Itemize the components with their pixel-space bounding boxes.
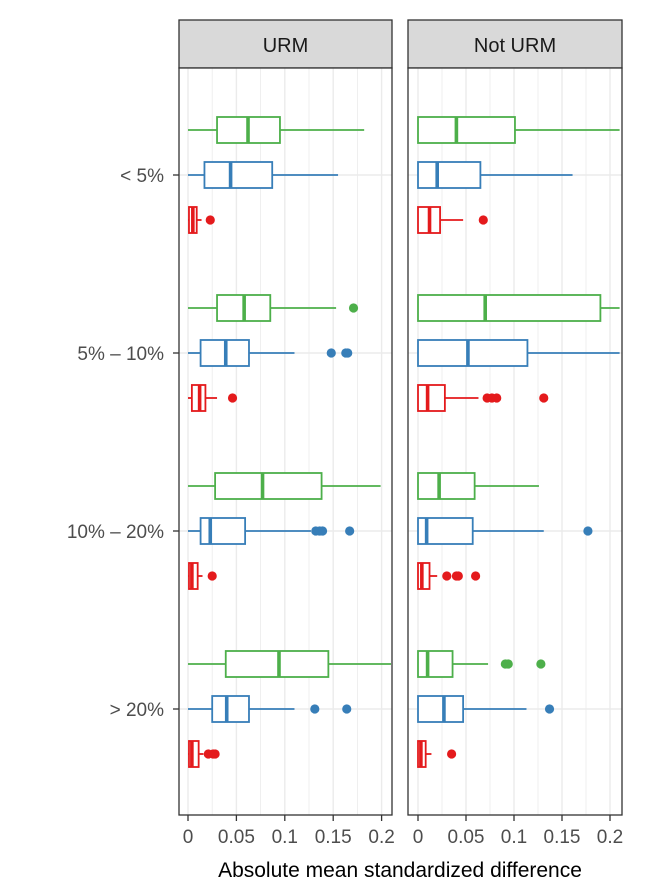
boxplot-not-urm-10-20-green	[417, 472, 539, 500]
boxplot-not-urm-5-10-blue	[417, 339, 620, 367]
outlier-point	[539, 393, 549, 403]
boxplot-not-urm-5-red	[417, 206, 488, 234]
box-iqr	[211, 695, 250, 723]
boxplot-urm-20-green	[188, 650, 391, 678]
box-iqr	[417, 562, 431, 590]
outlier-point	[317, 526, 328, 536]
x-tick-label: 0.15	[544, 827, 581, 848]
outlier-point	[492, 393, 502, 403]
box-iqr	[417, 339, 529, 367]
box-iqr	[203, 161, 274, 189]
x-tick-label: 0.2	[368, 827, 394, 848]
boxplot-not-urm-5-green	[417, 116, 620, 144]
strip-label-urm: URM	[263, 35, 309, 57]
panel-border-urm	[178, 67, 393, 816]
x-axis-not-urm: 0 0.05 0.1 0.15 0.2	[413, 815, 623, 848]
box-iqr	[417, 161, 482, 189]
x-tick-label: 0.05	[448, 827, 485, 848]
outlier-point	[342, 704, 352, 714]
boxplot-not-urm-20-blue	[417, 695, 555, 723]
outlier-point	[536, 659, 546, 669]
x-tick-label: 0.1	[272, 827, 298, 848]
x-tick-label: 0.1	[501, 827, 527, 848]
boxplot-not-urm-5-10-red	[417, 384, 549, 412]
panel-background-urm	[179, 68, 392, 815]
boxplot-urm-5-green	[188, 116, 365, 144]
box-iqr	[417, 384, 446, 412]
boxplot-urm-5-10-red	[188, 384, 238, 412]
outlier-point	[310, 704, 320, 714]
outlier-point	[471, 571, 481, 581]
box-iqr	[417, 116, 516, 144]
marks-not-urm	[417, 116, 620, 768]
strip-background-not-urm	[407, 19, 623, 69]
boxplot-urm-5-red	[188, 206, 215, 234]
boxplot-urm-5-blue	[188, 161, 339, 189]
boxplot-urm-20-red	[188, 740, 220, 768]
panel-not-urm: Not URM	[407, 19, 623, 816]
outlier-point	[345, 526, 355, 536]
strip-label-not-urm: Not URM	[474, 35, 556, 57]
boxplot-not-urm-20-red	[417, 740, 457, 768]
box-iqr	[199, 517, 247, 545]
boxplot-not-urm-10-20-blue	[417, 517, 593, 545]
box-iqr	[417, 695, 465, 723]
x-tick-label: 0	[183, 827, 194, 848]
box-iqr	[417, 472, 476, 500]
y-axis: < 5% 5% – 10% 10% – 20% > 20%	[67, 166, 179, 721]
boxplot-urm-5-10-blue	[188, 339, 353, 367]
x-axis-title: Absolute mean standardized difference	[218, 859, 582, 882]
boxplot-not-urm-5-10-green	[417, 294, 620, 322]
y-tick-label: 10% – 20%	[67, 522, 164, 543]
outlier-point	[205, 215, 215, 225]
box-iqr	[417, 650, 454, 678]
strip-background-urm	[178, 19, 393, 69]
x-tick-label: 0.2	[597, 827, 623, 848]
y-tick-label: < 5%	[120, 166, 164, 187]
outlier-point	[343, 348, 353, 358]
boxplot-not-urm-5-blue	[417, 161, 573, 189]
boxplot-not-urm-20-green	[417, 650, 546, 678]
outlier-point	[210, 749, 220, 759]
x-tick-label: 0.05	[218, 827, 255, 848]
boxplot-not-urm-10-20-red	[417, 562, 481, 590]
y-tick-label: > 20%	[110, 700, 165, 721]
outlier-point	[326, 348, 336, 358]
outlier-point	[447, 749, 457, 759]
outlier-point	[453, 571, 463, 581]
outlier-point	[227, 393, 238, 403]
outlier-point	[442, 571, 452, 581]
boxplot-urm-20-blue	[188, 695, 352, 723]
outlier-point	[207, 571, 217, 581]
outlier-point	[348, 303, 359, 313]
outlier-point	[503, 659, 513, 669]
box-iqr	[214, 472, 323, 500]
boxplot-urm-10-20-blue	[188, 517, 355, 545]
boxplot-urm-5-10-green	[188, 294, 359, 322]
box-iqr	[417, 294, 602, 322]
x-tick-label: 0	[413, 827, 424, 848]
outlier-point	[478, 215, 488, 225]
marks-urm	[188, 116, 391, 768]
y-tick-label: 5% – 10%	[77, 344, 164, 365]
boxplot-urm-10-20-red	[188, 562, 217, 590]
panel-border-not-urm	[407, 67, 623, 816]
box-iqr	[224, 650, 330, 678]
outlier-point	[544, 704, 555, 714]
box-iqr	[188, 740, 200, 768]
outlier-point	[583, 526, 593, 536]
x-axis-urm: 0 0.05 0.1 0.15 0.2	[183, 815, 395, 848]
x-tick-label: 0.15	[315, 827, 352, 848]
panel-urm: URM	[178, 19, 393, 816]
boxplot-urm-10-20-green	[188, 472, 381, 500]
